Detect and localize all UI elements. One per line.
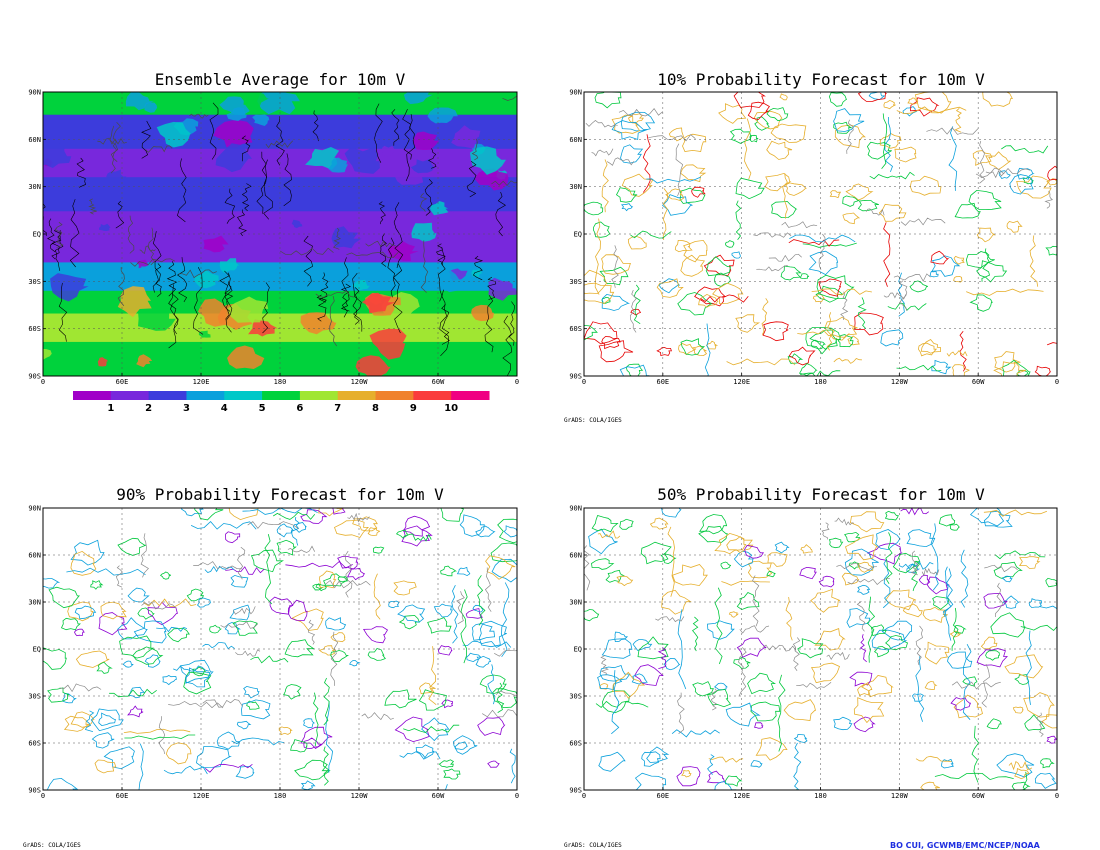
lon-tick-label: 120E <box>193 378 210 386</box>
lon-tick-label: 60E <box>657 792 670 800</box>
lat-tick-label: 60S <box>569 325 582 333</box>
lon-tick-label: 120W <box>891 378 909 386</box>
colorbar-label: 6 <box>296 403 303 414</box>
lat-tick-label: 30N <box>28 599 41 607</box>
panel-title-50pct: 50% Probability Forecast for 10m V <box>657 485 985 504</box>
lat-tick-label: EQ <box>574 231 582 239</box>
colorbar-swatch <box>337 391 377 400</box>
lat-tick-label: 60S <box>28 740 41 748</box>
colorbar-label: 5 <box>259 403 266 414</box>
lon-tick-label: 0 <box>582 378 586 386</box>
lon-tick-label: 60W <box>432 378 445 386</box>
lon-tick-label: 180 <box>814 378 827 386</box>
lat-tick-label: 60S <box>28 325 41 333</box>
lat-tick-label: 30S <box>569 278 582 286</box>
colorbar-swatch <box>224 391 263 400</box>
lat-tick-label: 30N <box>569 183 582 191</box>
colorbar-label: 2 <box>145 403 152 414</box>
colorbar-label: 9 <box>410 403 417 414</box>
grads-credit-br: GrADS: COLA/IGES <box>564 842 622 849</box>
colorbar-swatch <box>110 391 150 400</box>
lon-tick-label: 0 <box>1055 378 1059 386</box>
lat-tick-label: 30S <box>28 278 41 286</box>
lat-tick-label: 60S <box>569 740 582 748</box>
lon-tick-label: 120W <box>351 792 369 800</box>
lat-tick-label: 30S <box>28 693 41 701</box>
lat-tick-label: 30N <box>569 599 582 607</box>
colorbar-swatch <box>262 391 301 400</box>
lat-tick-label: 90S <box>28 787 41 795</box>
lon-tick-label: 60E <box>116 378 129 386</box>
lat-tick-label: 60N <box>28 136 41 144</box>
panel-ensemble-average: Ensemble Average for 10m V <box>0 0 550 425</box>
colorbar-label: 3 <box>183 403 190 414</box>
lat-tick-label: 90S <box>569 373 582 381</box>
grads-credit-tr: GrADS: COLA/IGES <box>564 417 622 424</box>
grads-credit-bl: GrADS: COLA/IGES <box>23 842 81 849</box>
lat-tick-label: 60N <box>28 552 41 560</box>
lat-tick-label: 90N <box>28 505 41 513</box>
lat-tick-label: 90N <box>569 505 582 513</box>
colorbar-swatch <box>148 391 187 400</box>
colorbar-swatch <box>186 391 225 400</box>
panel-title: Ensemble Average for 10m V <box>154 70 406 89</box>
lon-tick-label: 60E <box>657 378 670 386</box>
lon-tick-label: 120E <box>733 378 750 386</box>
colorbar-label: 4 <box>221 403 228 414</box>
lat-tick-label: 30N <box>28 183 41 191</box>
lon-tick-label: 120W <box>351 378 369 386</box>
lon-tick-label: 180 <box>814 792 827 800</box>
lon-tick-label: 120E <box>193 792 210 800</box>
lon-tick-label: 0 <box>41 792 45 800</box>
colorbar-label: 10 <box>444 403 458 414</box>
lat-tick-label: EQ <box>33 231 41 239</box>
lon-tick-label: 60W <box>972 792 985 800</box>
lon-tick-label: 60W <box>432 792 445 800</box>
panel-title: 10% Probability Forecast for 10m V <box>657 70 985 89</box>
panel-10pct-forecast: 10% Probability Forecast for 10m V <box>657 70 985 89</box>
lat-tick-label: 90S <box>569 787 582 795</box>
lat-tick-label: 90N <box>569 89 582 97</box>
lon-tick-label: 0 <box>1055 792 1059 800</box>
lon-tick-label: 120E <box>733 792 750 800</box>
lat-tick-label: 60N <box>569 136 582 144</box>
colorbar: 1 2 3 4 5 6 7 8 9 10 <box>73 391 490 414</box>
colorbar-swatch <box>73 391 112 400</box>
lat-tick-label: EQ <box>33 646 41 654</box>
colorbar-label: 1 <box>107 403 114 414</box>
colorbar-label: 7 <box>334 403 341 414</box>
author-credit: BO CUI, GCWMB/EMC/NCEP/NOAA <box>890 841 1040 850</box>
panel-title-90pct: 90% Probability Forecast for 10m V <box>116 485 444 504</box>
colorbar-swatch <box>451 391 490 400</box>
lat-tick-label: 90N <box>28 89 41 97</box>
lat-tick-label: 30S <box>569 693 582 701</box>
lon-tick-label: 180 <box>274 378 287 386</box>
lon-tick-label: 60W <box>972 378 985 386</box>
lat-tick-label: EQ <box>574 646 582 654</box>
lon-tick-label: 0 <box>515 378 519 386</box>
lon-tick-label: 0 <box>41 378 45 386</box>
lon-tick-label: 120W <box>891 792 909 800</box>
lat-tick-label: 60N <box>569 552 582 560</box>
lon-tick-label: 0 <box>582 792 586 800</box>
colorbar-label: 8 <box>372 403 379 414</box>
colorbar-swatch <box>413 391 452 400</box>
colorbar-swatch <box>299 391 339 400</box>
lon-tick-label: 0 <box>515 792 519 800</box>
lon-tick-label: 180 <box>274 792 287 800</box>
lat-tick-label: 90S <box>28 373 41 381</box>
lon-tick-label: 60E <box>116 792 129 800</box>
colorbar-swatch <box>375 391 414 400</box>
